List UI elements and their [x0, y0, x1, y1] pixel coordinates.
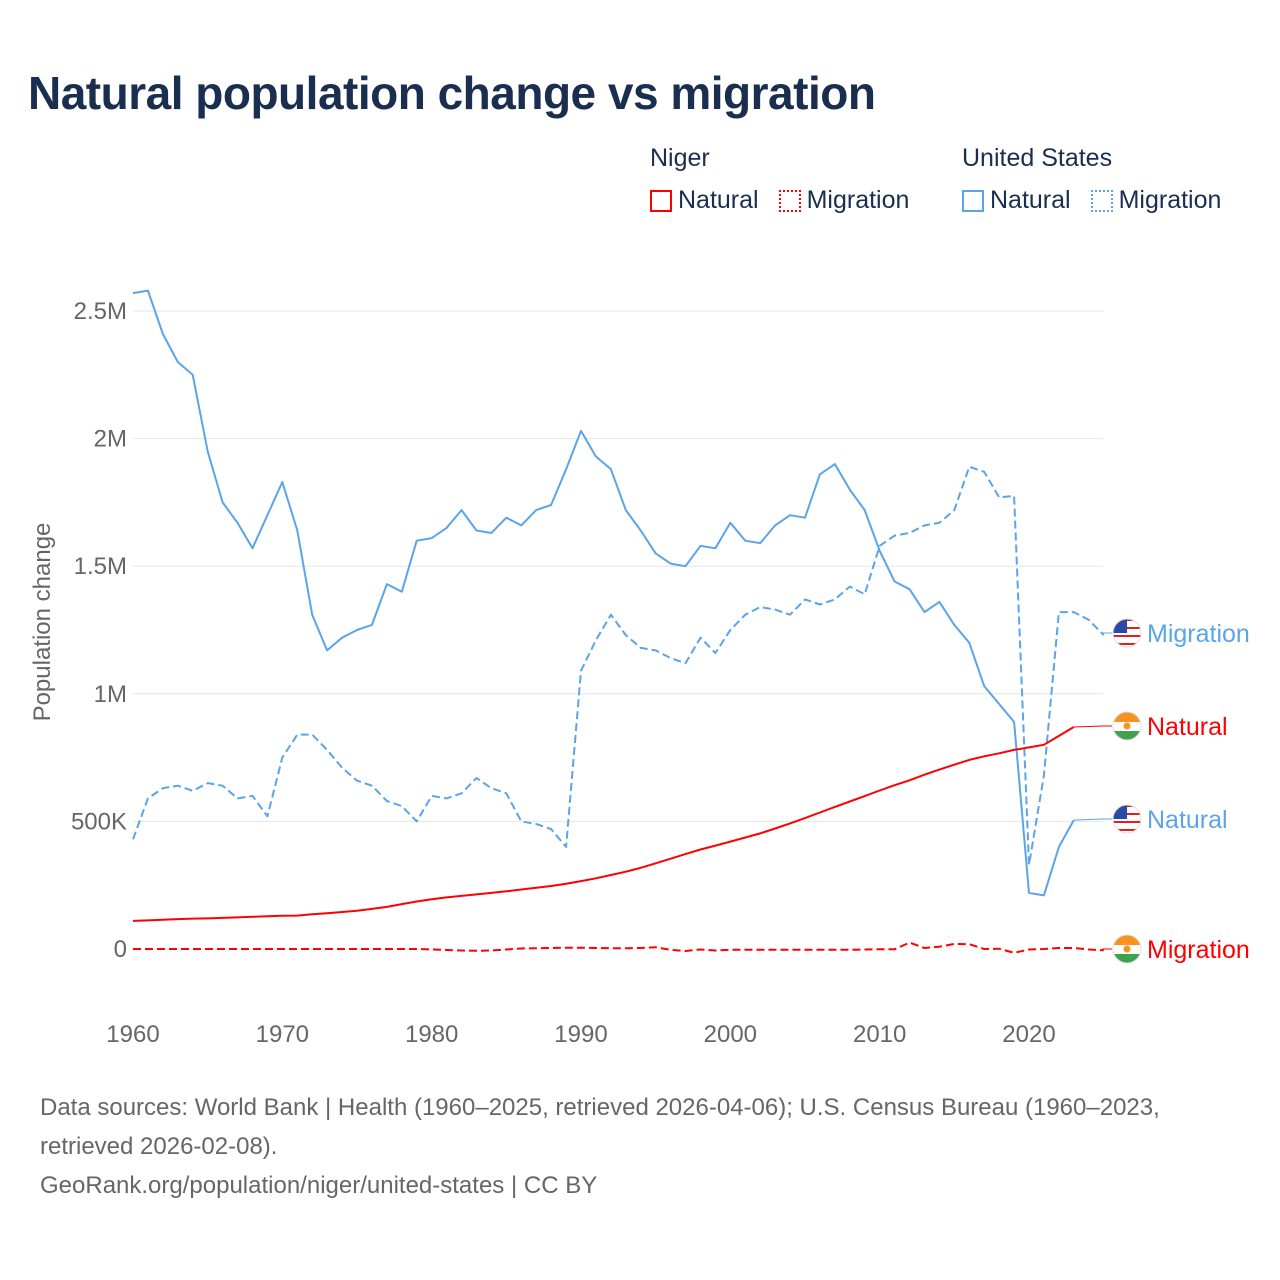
flag-stripe [1113, 821, 1141, 823]
us-flag-icon [1112, 804, 1142, 834]
flag-stripe [1113, 645, 1141, 647]
legend-group-niger: Niger [650, 144, 710, 172]
flag-border [1112, 711, 1142, 741]
label-leader-line [1073, 725, 1112, 728]
flag-band [1113, 712, 1141, 722]
flag-band [1113, 954, 1141, 963]
legend-us-natural[interactable]: Natural [962, 186, 1071, 215]
x-tick-label: 2020 [1002, 1021, 1055, 1048]
niger-flag-icon [1112, 934, 1142, 964]
series-line-niger-natural [132, 726, 1075, 922]
flag [1113, 619, 1141, 647]
flag-stripe [1113, 633, 1141, 635]
legend-niger-items: Natural Migration [650, 186, 929, 215]
y-tick-label: 1.5M [74, 553, 127, 580]
legend-niger-migration[interactable]: Migration [778, 186, 910, 215]
niger-flag-icon [1112, 711, 1142, 741]
flag-stripe [1113, 637, 1141, 639]
flag-band [1113, 935, 1141, 945]
solid-swatch-icon [650, 189, 672, 212]
source-link[interactable]: GeoRank.org/population/niger/united-stat… [40, 1172, 598, 1199]
y-axis-label: Population change [29, 523, 56, 722]
series-end-label: Natural [1147, 806, 1228, 834]
flag-stripe [1113, 819, 1141, 821]
flag-border [1112, 804, 1142, 834]
footer: Data sources: World Bank | Health (1960–… [40, 1088, 1250, 1205]
legend-label: Natural [678, 186, 759, 214]
series-end-label: Natural [1147, 713, 1228, 741]
series-end-label: Migration [1147, 620, 1250, 648]
series-line-niger-migration [133, 941, 1104, 954]
series-line-united-states-natural [132, 289, 1075, 897]
flag-stripe [1113, 643, 1141, 645]
dotted-swatch-icon [1090, 189, 1113, 212]
line-chart: 0 500K 1M 1.5M 2M 2.5M 1960 1970 1980 1990 2000 201… [29, 289, 1250, 1048]
data-sources: Data sources: World Bank | Health (1960–… [40, 1094, 1160, 1160]
y-tick-label: 500K [71, 808, 127, 835]
y-tick-label: 1M [94, 681, 127, 708]
legend-group-us: United States [962, 144, 1113, 172]
label-leader-line [1102, 948, 1112, 951]
flag [1113, 935, 1141, 963]
flag-stripe [1113, 829, 1141, 831]
chart-title: Natural population change vs migration [28, 67, 876, 119]
x-tick-label: 1960 [106, 1021, 159, 1048]
x-tick-label: 2000 [704, 1021, 757, 1048]
x-tick-label: 1970 [256, 1021, 309, 1048]
solid-swatch-icon [962, 189, 984, 212]
y-tick-label: 0 [114, 936, 127, 963]
label-leader-line [1102, 632, 1112, 636]
y-tick-label: 2.5M [74, 298, 127, 325]
flag-sun [1123, 945, 1131, 953]
flag-stripe [1113, 635, 1141, 637]
y-tick-label: 2M [94, 426, 127, 453]
flag-stripe [1113, 823, 1141, 825]
label-leader-line [1073, 818, 1112, 821]
flag-stripe [1113, 825, 1141, 827]
legend-label: Migration [806, 186, 910, 214]
legend-label: Migration [1118, 186, 1222, 214]
us-flag-icon [1112, 618, 1142, 648]
flag-band [1113, 731, 1141, 740]
x-tick-label: 2010 [853, 1021, 906, 1048]
legend-us-migration[interactable]: Migration [1090, 186, 1222, 215]
flag-stripe [1113, 831, 1141, 833]
flag [1113, 712, 1141, 740]
legend-us-items: Natural Migration [962, 186, 1241, 215]
series-line-united-states-migration [132, 465, 1105, 866]
series-end-label: Migration [1147, 936, 1250, 964]
legend-label: Natural [990, 186, 1071, 214]
flag-border [1112, 618, 1142, 648]
x-tick-label: 1980 [405, 1021, 458, 1048]
dotted-swatch-icon [778, 189, 801, 212]
flag-border [1112, 934, 1142, 964]
x-tick-label: 1990 [554, 1021, 607, 1048]
flag-stripe [1113, 827, 1141, 829]
legend-niger-natural[interactable]: Natural [650, 186, 759, 215]
flag-stripe [1113, 639, 1141, 641]
flag-stripe [1113, 641, 1141, 643]
flag-sun [1123, 722, 1131, 730]
